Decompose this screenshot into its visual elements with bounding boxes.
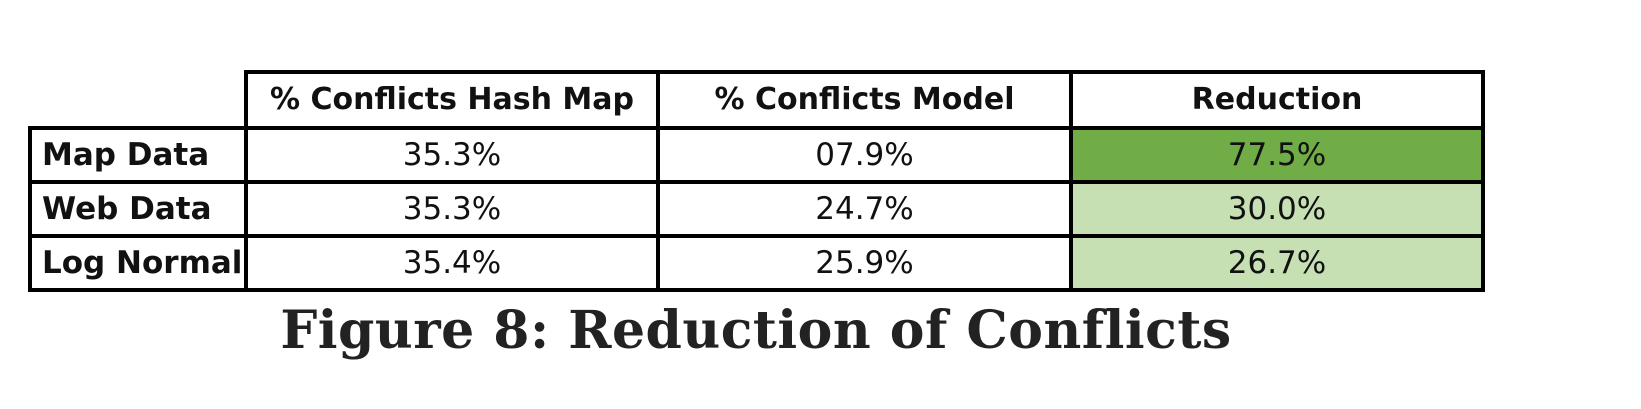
row-header-log-normal: Log Normal [28, 234, 248, 292]
cell-model-value: 24.7% [656, 180, 1073, 238]
table-header-row: % Conflicts Hash Map % Conflicts Model R… [30, 70, 1485, 130]
figure-caption: Figure 8: Reduction of Conflicts [280, 300, 1232, 361]
cell-hash-map-value: 35.3% [244, 180, 660, 238]
cell-reduction-value: 77.5% [1069, 126, 1485, 184]
cell-reduction-value: 26.7% [1069, 234, 1485, 292]
table-row: Web Data 35.3% 24.7% 30.0% [28, 180, 1485, 238]
conflicts-table: % Conflicts Hash Map % Conflicts Model R… [28, 70, 1485, 292]
row-header-map-data: Map Data [28, 126, 248, 184]
row-header-web-data: Web Data [28, 180, 248, 238]
cell-hash-map-value: 35.3% [244, 126, 660, 184]
column-header-model: % Conflicts Model [656, 70, 1073, 130]
cell-model-value: 07.9% [656, 126, 1073, 184]
column-header-hash-map: % Conflicts Hash Map [244, 70, 660, 130]
cell-reduction-value: 30.0% [1069, 180, 1485, 238]
table-corner-cell [30, 72, 248, 130]
table-row: Map Data 35.3% 07.9% 77.5% [28, 126, 1485, 184]
cell-hash-map-value: 35.4% [244, 234, 660, 292]
table-row: Log Normal 35.4% 25.9% 26.7% [28, 234, 1485, 292]
cell-model-value: 25.9% [656, 234, 1073, 292]
column-header-reduction: Reduction [1069, 70, 1485, 130]
